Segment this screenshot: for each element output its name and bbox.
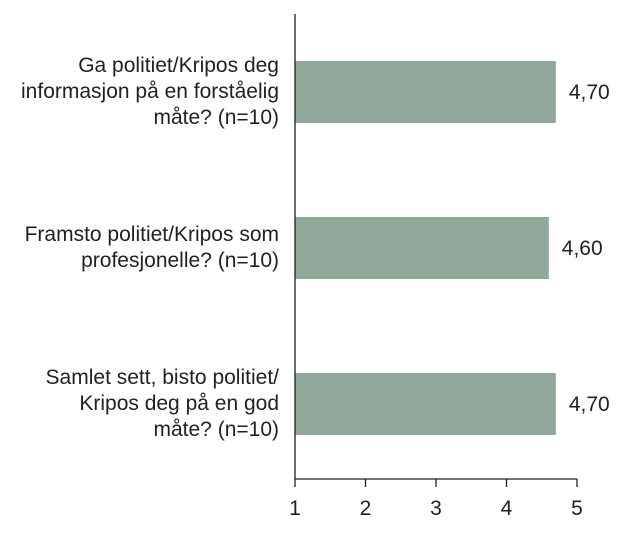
x-tick-label-3: 3 [430,497,442,520]
x-tick-label-5: 5 [571,497,583,520]
x-tick-label-4: 4 [501,497,513,520]
bar-3 [295,373,556,435]
category-label-3: Samlet sett, bisto politiet/ Kripos deg … [45,366,279,441]
bar-1 [295,61,556,123]
data-label-2: 4,60 [562,237,603,260]
category-label-1: Ga politiet/Kripos deg informasjon på en… [21,54,279,129]
x-tick-label-1: 1 [289,497,301,520]
data-label-3: 4,70 [569,393,610,416]
x-tick-label-2: 2 [360,497,372,520]
data-label-1: 4,70 [569,81,610,104]
bar-2 [295,217,549,279]
category-label-2: Framsto politiet/Kripos som profesjonell… [24,223,279,272]
